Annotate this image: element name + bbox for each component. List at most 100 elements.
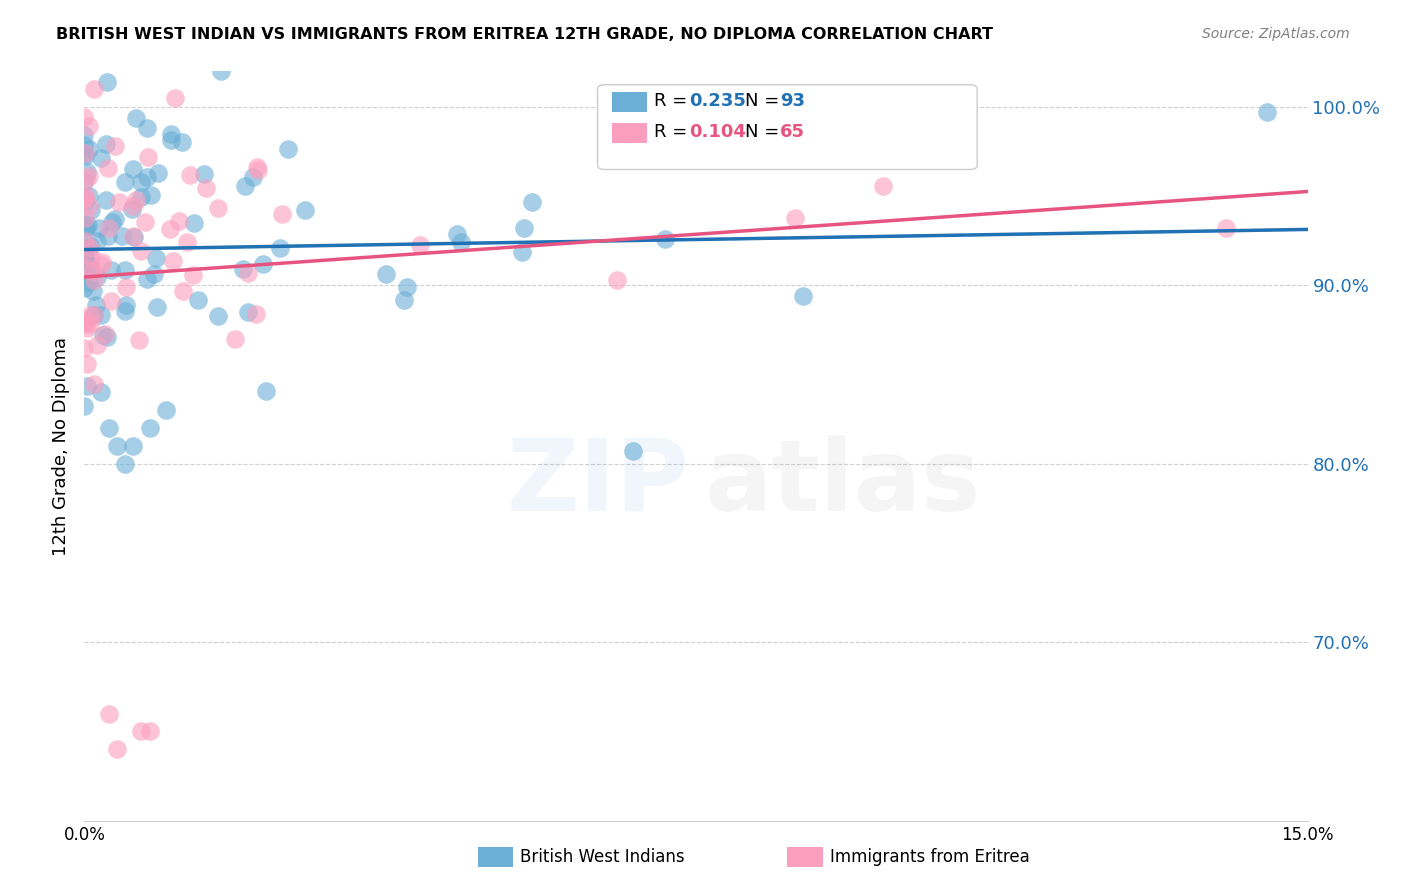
Point [73,234,96,248]
Point [83,377,105,392]
Point [75,171,97,186]
Point [73,315,96,329]
Point [246,160,269,174]
Point [125,111,148,125]
Point [73,268,96,282]
Point [79,169,101,183]
Text: ZIP: ZIP [506,435,689,532]
Point [654,231,676,245]
Text: R =: R = [654,123,693,141]
Point [73,253,96,268]
Point [160,127,183,141]
Point [86,270,108,285]
Point [271,207,294,221]
Point [131,244,153,258]
Point [1256,104,1278,119]
Point [138,724,160,739]
Point [111,229,134,244]
Point [606,273,628,287]
Point [104,212,127,227]
Point [90,385,112,400]
Point [236,266,259,280]
Point [136,150,159,164]
Text: N =: N = [745,123,785,141]
Point [446,227,468,241]
Point [142,267,165,281]
Point [114,457,136,471]
Point [73,147,96,161]
Point [155,403,177,417]
Text: atlas: atlas [704,435,981,532]
Point [76,257,98,271]
Point [269,241,291,255]
Point [76,321,98,335]
Point [83,273,105,287]
Point [87,221,110,235]
Point [450,235,472,249]
Point [181,268,204,282]
Point [134,215,156,229]
Point [146,300,169,314]
Point [135,121,157,136]
Point [233,178,256,193]
Point [165,91,187,105]
Text: Immigrants from Eritrea: Immigrants from Eritrea [830,848,1029,866]
Point [76,219,98,233]
Text: 0.104: 0.104 [689,123,745,141]
Text: N =: N = [745,92,785,110]
Point [159,222,181,236]
Point [96,194,118,208]
Point [114,263,136,277]
Point [97,228,120,243]
Point [232,262,254,277]
Point [122,230,145,244]
Point [73,128,96,142]
Point [294,203,316,218]
Point [207,309,229,323]
Point [179,169,201,183]
Point [105,742,128,756]
Point [128,334,150,348]
Point [121,199,143,213]
Point [394,293,416,308]
Point [84,298,107,312]
Point [75,252,97,267]
Point [122,161,145,176]
Point [73,194,96,208]
Point [93,327,115,342]
Point [73,242,96,256]
Point [73,399,96,413]
Point [82,284,104,298]
Text: R =: R = [654,92,693,110]
Point [785,211,807,225]
Point [76,357,98,371]
Point [114,175,136,189]
Point [75,219,97,234]
Point [209,64,232,78]
Point [73,187,96,202]
Point [76,379,98,393]
Point [193,167,215,181]
Point [187,293,209,308]
Text: 93: 93 [780,92,806,110]
Point [207,201,229,215]
Text: BRITISH WEST INDIAN VS IMMIGRANTS FROM ERITREA 12TH GRADE, NO DIPLOMA CORRELATIO: BRITISH WEST INDIAN VS IMMIGRANTS FROM E… [56,27,993,42]
Point [77,189,100,203]
Point [73,146,96,161]
Point [80,202,103,217]
Text: 0.235: 0.235 [689,92,745,110]
Point [83,308,105,322]
Point [108,195,131,210]
Point [121,228,143,243]
Point [129,190,152,204]
Point [79,241,101,255]
Point [73,191,96,205]
Point [73,312,96,326]
Point [73,342,96,356]
Point [80,264,103,278]
Point [73,149,96,163]
Point [183,216,205,230]
Point [1215,221,1237,235]
Point [97,161,120,175]
Point [73,268,96,282]
